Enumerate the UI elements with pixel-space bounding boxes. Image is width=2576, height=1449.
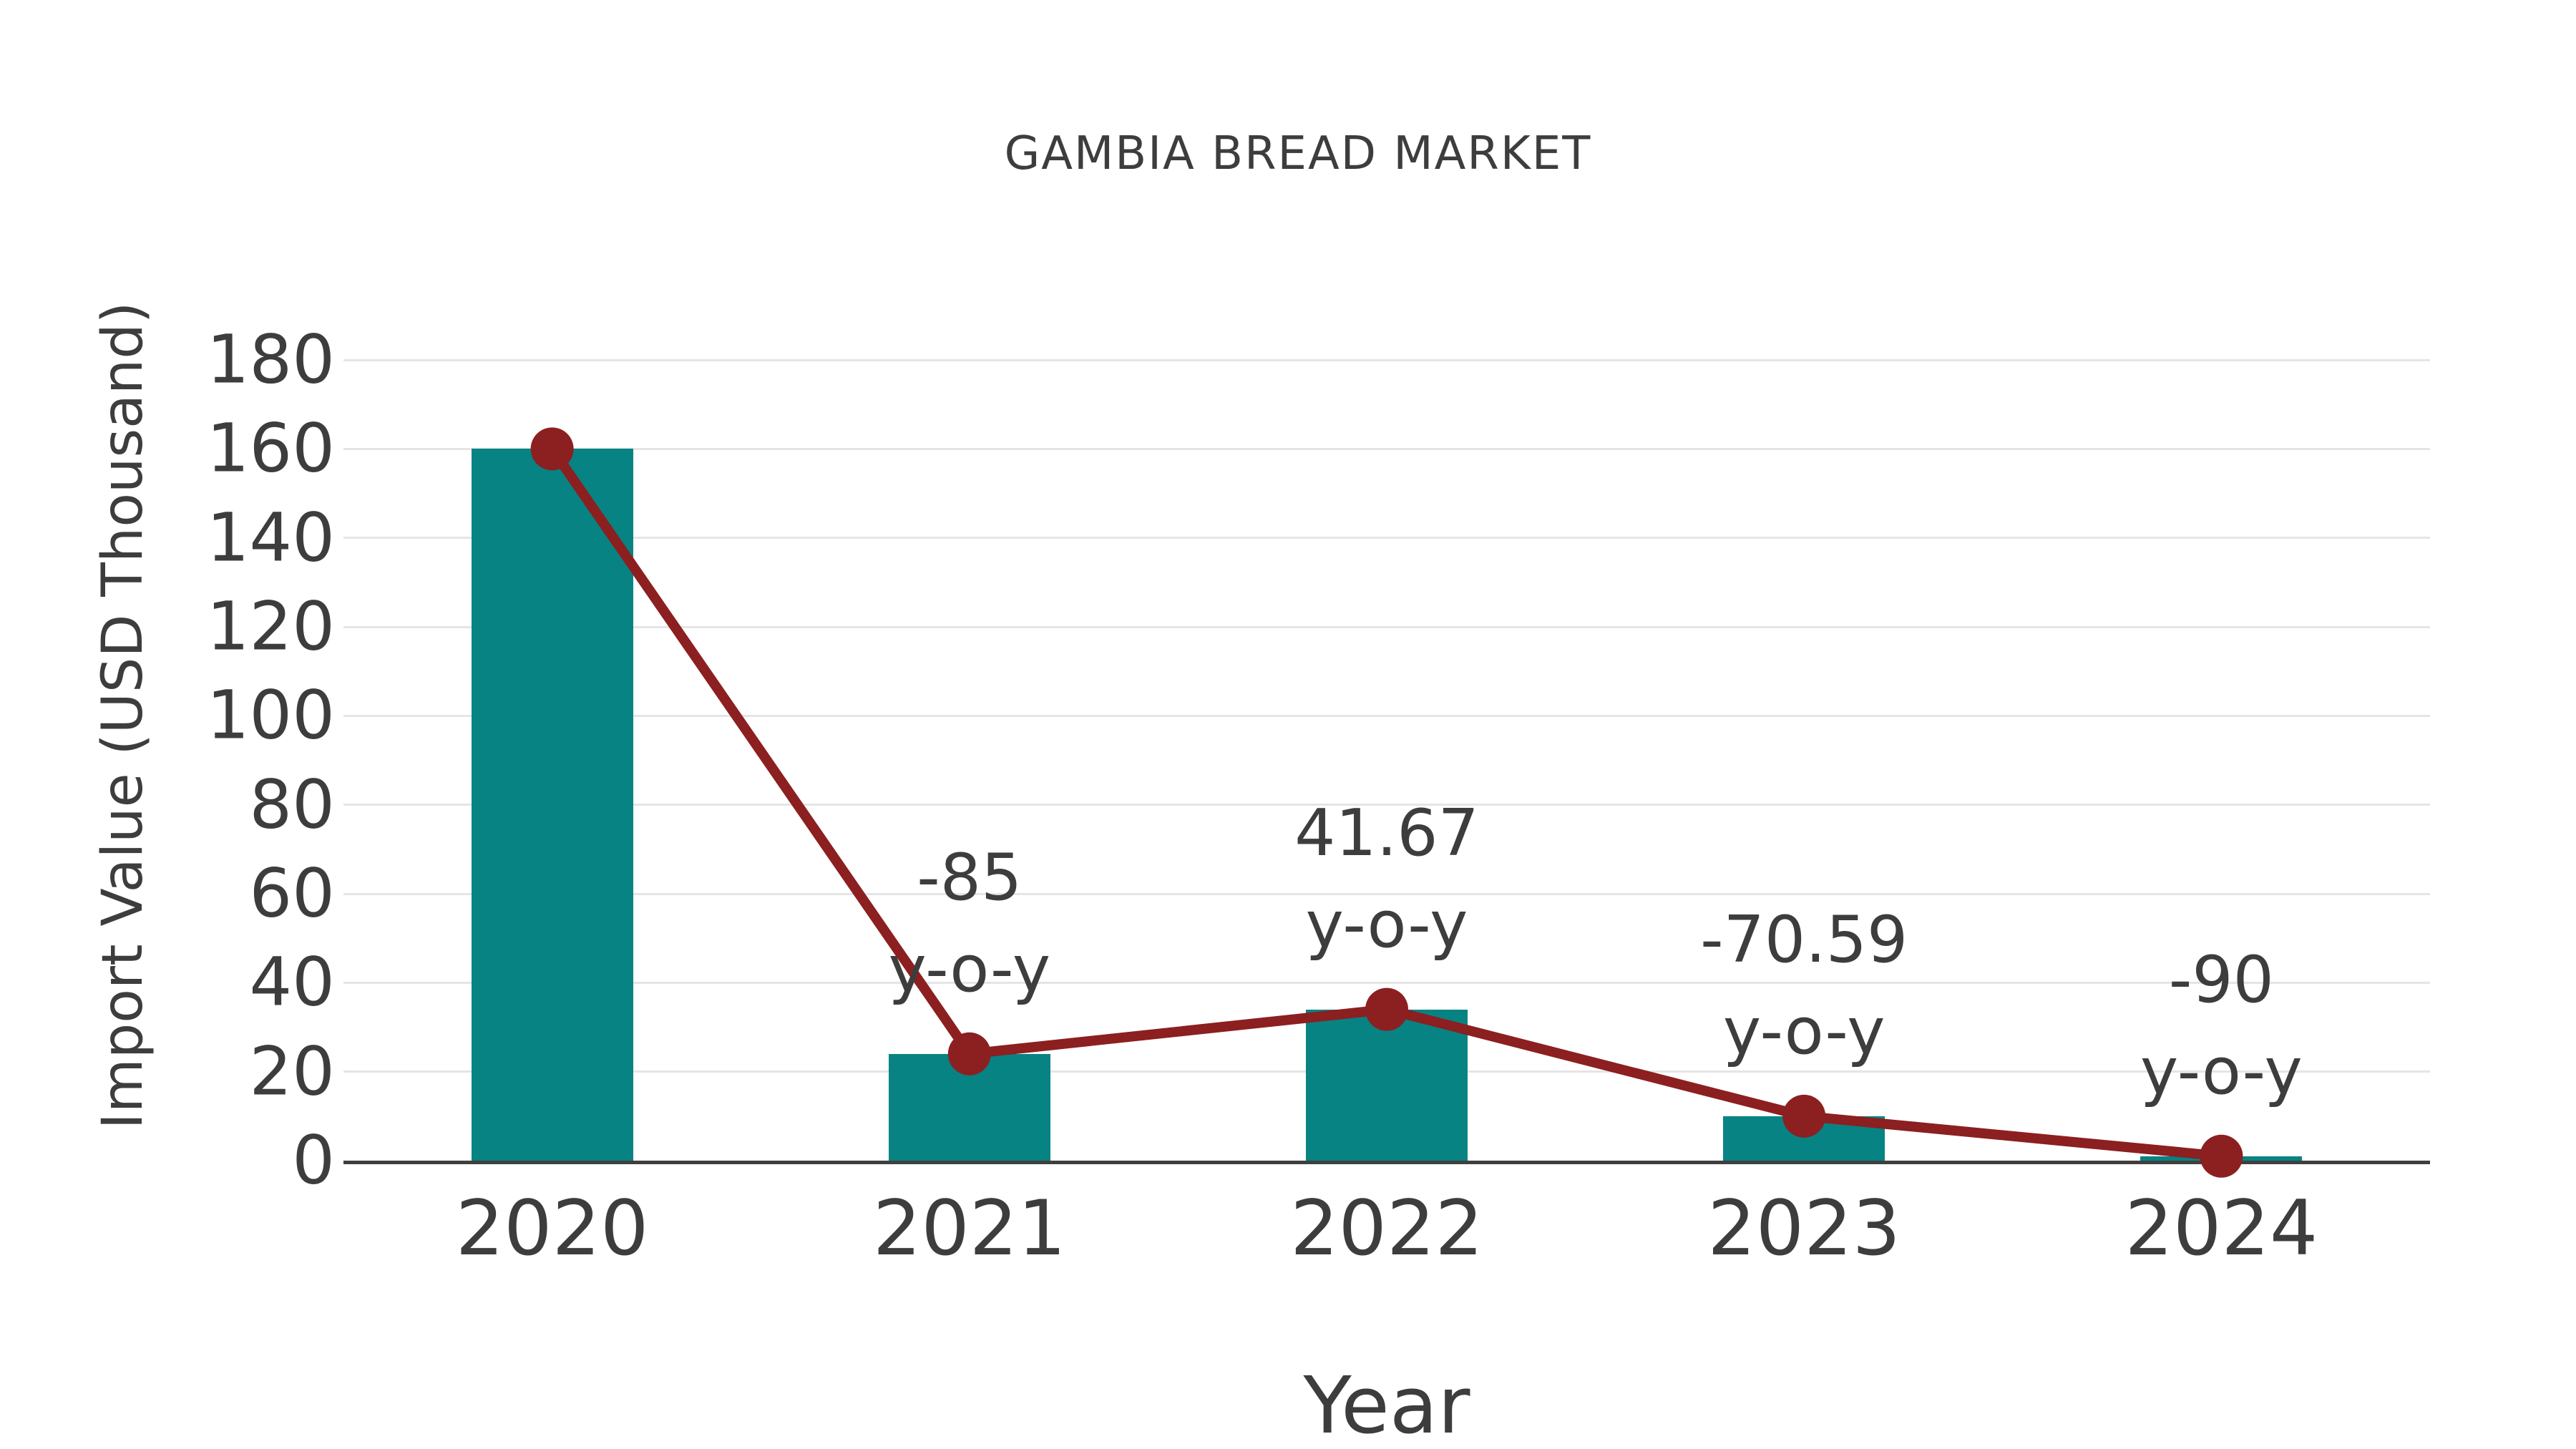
x-tick-label-2021: 2021 — [872, 1184, 1066, 1272]
gridline-y-180 — [343, 358, 2430, 361]
annotation-2024: -90 y-o-y — [2140, 935, 2303, 1118]
bar-2022 — [1306, 1009, 1468, 1162]
gridline-y-140 — [343, 537, 2430, 540]
annotation-2021: -85 y-o-y — [888, 832, 1050, 1015]
x-tick-label-2022: 2022 — [1290, 1184, 1483, 1272]
gridline-y-120 — [343, 625, 2430, 628]
bar-2023 — [1723, 1116, 1885, 1162]
x-axis-line — [343, 1161, 2430, 1164]
y-tick-label-0: 0 — [292, 1121, 335, 1200]
bar-2021 — [888, 1053, 1050, 1162]
x-tick-label-2024: 2024 — [2124, 1184, 2318, 1272]
bar-2020 — [471, 449, 633, 1162]
annotation-value-2024: -90 — [2168, 942, 2274, 1018]
chart-title: GAMBIA BREAD MARKET — [1004, 127, 1592, 180]
y-tick-label-60: 60 — [249, 854, 335, 933]
annotation-sub-2024: y-o-y — [2140, 1033, 2303, 1109]
annotation-value-2023: -70.59 — [1700, 902, 1908, 977]
y-tick-label-20: 20 — [249, 1033, 335, 1111]
y-tick-label-120: 120 — [206, 587, 335, 666]
annotation-value-2022: 41.67 — [1294, 795, 1479, 871]
annotation-2023: -70.59 y-o-y — [1700, 894, 1908, 1078]
x-tick-label-2020: 2020 — [455, 1184, 649, 1272]
x-axis-label: Year — [1303, 1360, 1470, 1449]
annotation-sub-2023: y-o-y — [1722, 993, 1885, 1069]
y-tick-label-160: 160 — [206, 409, 335, 488]
annotation-sub-2021: y-o-y — [888, 931, 1051, 1007]
annotation-sub-2022: y-o-y — [1305, 887, 1468, 962]
gridline-y-100 — [343, 714, 2430, 717]
y-tick-label-140: 140 — [206, 499, 335, 577]
x-tick-label-2023: 2023 — [1707, 1184, 1901, 1272]
y-tick-label-100: 100 — [206, 676, 335, 755]
y-tick-label-40: 40 — [249, 943, 335, 1022]
gridline-y-160 — [343, 447, 2430, 450]
annotation-value-2021: -85 — [917, 839, 1023, 915]
y-tick-label-80: 80 — [249, 766, 335, 844]
gridline-y-40 — [343, 981, 2430, 984]
y-tick-label-180: 180 — [206, 321, 335, 399]
annotation-2022: 41.67 y-o-y — [1294, 788, 1479, 971]
